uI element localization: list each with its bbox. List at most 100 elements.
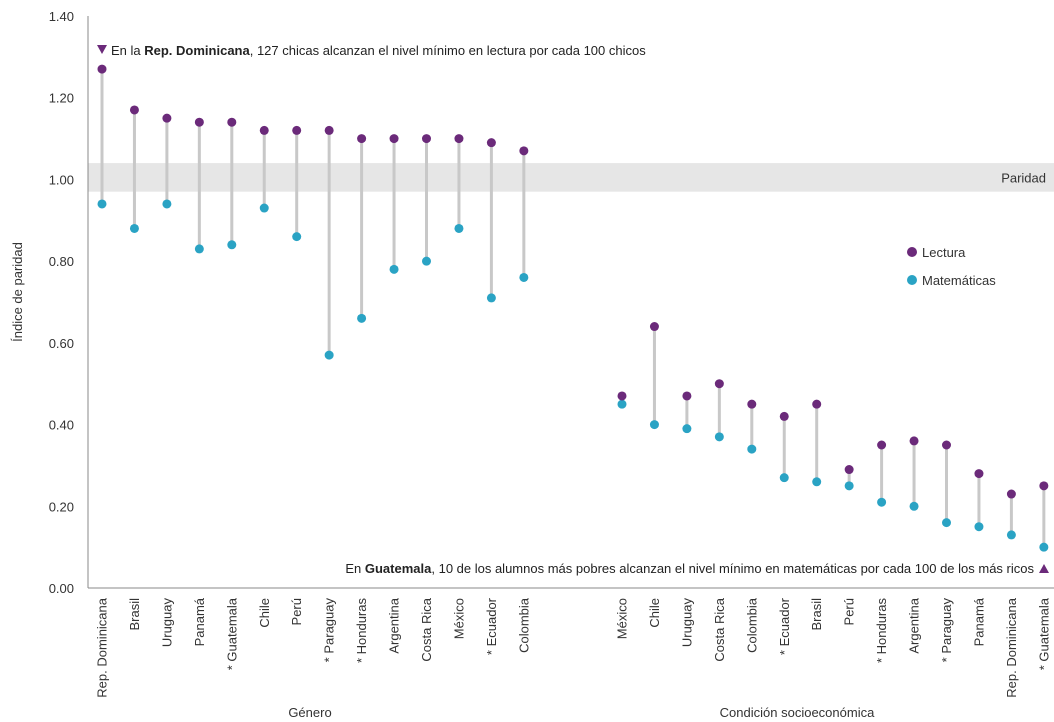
y-ticks: 0.00 0.20 0.40 0.60 0.80 1.00 1.20 1.40 [49,9,74,596]
point-matematicas [324,350,334,360]
legend-matematicas-label: Matemáticas [922,273,996,288]
category-label: Brasil [127,598,142,631]
category-label: * Guatemala [1036,597,1051,670]
category-label: * Paraguay [322,598,337,663]
point-matematicas [357,313,367,323]
triangle-up-icon [1039,564,1049,573]
annotation-top-bold: Rep. Dominicana [144,43,250,58]
category-label: * Honduras [874,598,889,664]
points [97,64,1049,552]
point-matematicas [519,272,529,282]
parity-band [88,163,1054,192]
point-matematicas [227,240,237,250]
point-matematicas [97,199,107,209]
y-tick-label: 0.80 [49,254,74,269]
point-lectura [1039,481,1049,491]
category-label: Colombia [744,597,759,653]
category-label: Panamá [192,597,207,646]
category-label: Rep. Dominicana [95,597,110,697]
category-label: Rep. Dominicana [1004,597,1019,697]
annotation-top-pre: En la [111,43,144,58]
point-lectura [324,125,334,135]
category-label: Argentina [387,597,402,653]
y-tick-label: 0.00 [49,581,74,596]
annotation-bottom-bold: Guatemala [365,561,432,576]
point-lectura [909,436,919,446]
point-lectura [682,391,692,401]
point-lectura [779,411,789,421]
y-tick-label: 1.00 [49,172,74,187]
point-lectura [519,146,529,156]
category-label: Argentina [907,597,922,653]
point-matematicas [1039,542,1049,552]
point-lectura [162,113,172,123]
point-matematicas [292,232,302,242]
point-lectura [292,125,302,135]
triangle-down-icon [97,45,107,54]
parity-label: Paridad [1001,170,1046,185]
point-matematicas [422,256,431,266]
point-matematicas [129,223,139,233]
point-matematicas [909,501,919,511]
point-lectura [422,134,431,144]
point-matematicas [486,293,496,303]
point-matematicas [974,522,984,532]
point-lectura [844,465,854,475]
point-lectura [747,399,757,409]
point-matematicas [714,432,724,442]
y-tick-label: 0.40 [49,418,74,433]
point-matematicas [259,203,269,213]
category-label: Perú [289,598,304,625]
category-label: Costa Rica [419,597,434,661]
point-lectura [259,125,269,135]
point-matematicas [812,477,822,487]
category-label: Uruguay [679,598,694,648]
category-label: México [615,598,630,639]
category-label: Uruguay [159,598,174,648]
point-matematicas [942,518,951,528]
point-lectura [974,469,984,479]
point-matematicas [454,223,464,233]
point-matematicas [682,424,692,434]
point-lectura [714,379,724,389]
group-label-socioeconomica: Condición socioeconómica [720,705,875,720]
category-label: * Honduras [354,598,369,664]
category-label: México [451,598,466,639]
point-matematicas [1006,530,1016,540]
category-labels: Rep. Dominicana Brasil Uruguay Panamá * Guat… [95,597,1052,697]
y-tick-label: 1.20 [49,91,74,106]
category-label: * Guatemala [224,597,239,670]
category-label: Chile [257,598,272,628]
point-lectura [357,134,367,144]
category-label: Panamá [971,597,986,646]
point-lectura [97,64,107,74]
point-matematicas [194,244,204,254]
point-matematicas [747,444,757,454]
point-matematicas [617,399,627,409]
connectors [100,69,1046,548]
point-lectura [129,105,139,115]
point-lectura [389,134,399,144]
annotation-top: En la Rep. Dominicana, 127 chicas alcanz… [111,43,646,58]
point-lectura [812,399,822,409]
legend: Lectura Matemáticas [907,245,996,288]
category-label: Perú [842,598,857,625]
category-label: Colombia [516,597,531,653]
annotation-bottom-post: , 10 de los alumnos más pobres alcanzan … [431,561,1034,576]
point-lectura [877,440,887,450]
point-lectura [1006,489,1016,499]
point-matematicas [649,420,659,430]
category-label: Chile [647,598,662,628]
point-matematicas [844,481,854,491]
category-label: * Paraguay [939,598,954,663]
point-matematicas [779,473,789,483]
point-lectura [942,440,951,450]
point-matematicas [162,199,172,209]
point-lectura [454,134,464,144]
legend-matematicas-marker [907,275,917,285]
annotation-bottom: En Guatemala, 10 de los alumnos más pobr… [345,561,1034,576]
annotation-top-post: , 127 chicas alcanzan el nivel mínimo en… [250,43,646,58]
category-label: * Ecuador [777,597,792,655]
point-lectura [617,391,627,401]
